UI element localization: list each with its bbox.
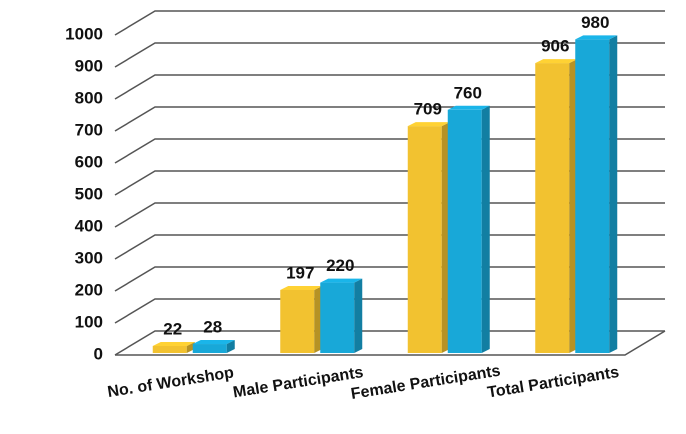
grid-line	[114, 234, 665, 260]
value-label: 28	[203, 318, 222, 337]
y-tick-label: 400	[75, 216, 103, 235]
grid-line	[114, 330, 665, 356]
value-label: 760	[454, 83, 482, 102]
grid-line	[114, 106, 665, 132]
bar-top	[192, 340, 235, 345]
bar-top	[407, 122, 450, 127]
y-tick-label: 1000	[65, 24, 103, 43]
bar	[152, 341, 195, 353]
bar-front	[192, 344, 227, 353]
bar	[192, 340, 235, 353]
bar	[575, 35, 618, 354]
y-tick-label: 800	[75, 88, 103, 107]
y-tick-label: 0	[94, 344, 103, 363]
value-label: 220	[326, 256, 354, 275]
bar-front	[447, 109, 482, 353]
bar	[407, 122, 450, 354]
bar-top	[575, 35, 618, 40]
bar	[447, 105, 490, 353]
value-label: 709	[414, 100, 442, 119]
grid-line	[114, 266, 665, 292]
y-tick-label: 600	[75, 152, 103, 171]
grid-line	[114, 10, 665, 36]
bar-top	[320, 278, 363, 283]
grid-line	[114, 170, 665, 196]
bar	[535, 59, 578, 354]
bar-front	[152, 345, 187, 353]
grid-line	[114, 138, 665, 164]
bar-top	[447, 105, 490, 110]
bar-front	[280, 289, 315, 353]
value-label: 22	[163, 319, 182, 338]
y-tick-label: 700	[75, 120, 103, 139]
bar-front	[535, 63, 570, 354]
y-tick-label: 200	[75, 280, 103, 299]
bar	[280, 285, 323, 353]
grid-line	[114, 74, 665, 100]
grid-line	[114, 202, 665, 228]
grid-line	[114, 298, 665, 324]
bar	[320, 278, 363, 353]
y-tick-label: 500	[75, 184, 103, 203]
value-label: 980	[581, 13, 609, 32]
bar-side	[609, 35, 618, 354]
bar-top	[152, 341, 195, 346]
bar-top	[280, 285, 323, 290]
floor	[115, 330, 666, 356]
bar-front	[575, 39, 610, 354]
value-label: 197	[286, 263, 314, 282]
value-label: 906	[541, 37, 569, 56]
bar-side	[226, 340, 235, 353]
bar-side	[481, 105, 490, 353]
bar-front	[407, 126, 442, 354]
y-tick-label: 300	[75, 248, 103, 267]
bar-top	[535, 59, 578, 64]
bar-front	[320, 282, 355, 353]
y-tick-label: 100	[75, 312, 103, 331]
grid-line	[114, 42, 665, 68]
y-tick-label: 900	[75, 56, 103, 75]
bar-side	[354, 278, 363, 353]
